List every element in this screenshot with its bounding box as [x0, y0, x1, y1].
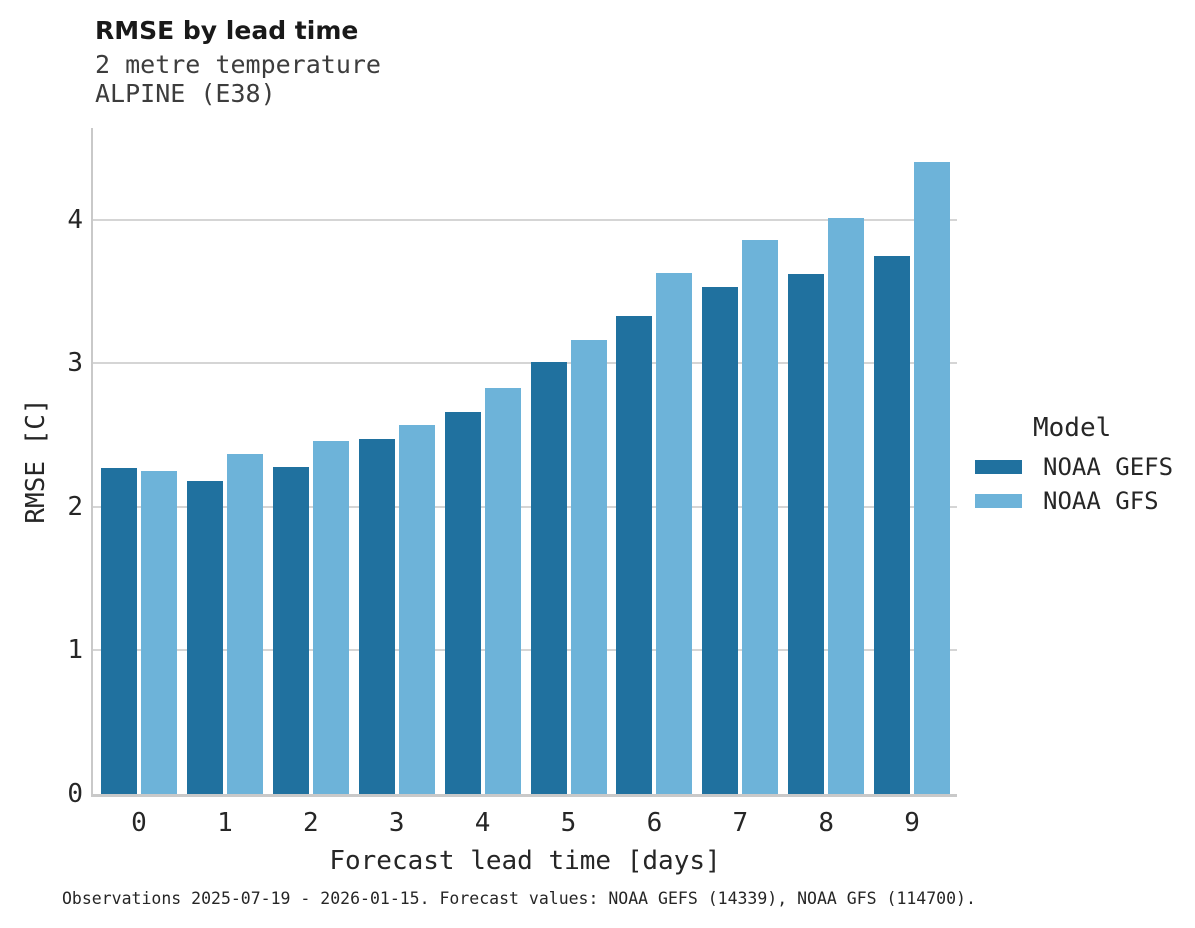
- bar-noaa-gefs-lead-0: [101, 468, 137, 794]
- x-axis-label: Forecast lead time [days]: [329, 846, 721, 876]
- bar-noaa-gfs-lead-3: [398, 425, 435, 794]
- x-tick-label-4: 4: [474, 808, 491, 838]
- bar-noaa-gefs-lead-3: [358, 439, 395, 794]
- bar-noaa-gfs-lead-1: [226, 453, 263, 794]
- bar-noaa-gfs-lead-8: [828, 218, 865, 794]
- bar-noaa-gefs-lead-9: [874, 255, 911, 794]
- x-tick-label-1: 1: [217, 808, 233, 838]
- chart-title: RMSE by lead time: [95, 16, 359, 45]
- y-axis-label: RMSE [C]: [21, 398, 51, 524]
- x-tick-label-9: 9: [904, 808, 920, 838]
- gridline-y3: [93, 362, 957, 365]
- bar-noaa-gefs-lead-5: [530, 361, 567, 794]
- bar-noaa-gefs-lead-2: [272, 466, 309, 794]
- gridline-y1: [93, 649, 957, 652]
- bar-noaa-gfs-lead-6: [656, 272, 693, 794]
- y-tick-label-0: 0: [67, 779, 83, 809]
- y-tick-label-1: 1: [67, 635, 83, 666]
- bar-noaa-gefs-lead-1: [186, 481, 223, 794]
- x-tick-label-5: 5: [560, 808, 577, 838]
- legend-swatch-noaa-gfs: [975, 494, 1022, 508]
- gridline-y4: [93, 218, 957, 221]
- legend-item-noaa-gefs: NOAA GEFS: [975, 450, 1190, 484]
- bar-noaa-gfs-lead-9: [914, 162, 951, 794]
- bar-noaa-gfs-lead-4: [484, 387, 521, 794]
- bar-noaa-gfs-lead-2: [312, 440, 349, 794]
- chart-subtitle-region: ALPINE (E38): [95, 79, 276, 108]
- bar-noaa-gefs-lead-7: [702, 287, 739, 794]
- y-tick-label-3: 3: [67, 348, 83, 379]
- legend: Model NOAA GEFS NOAA GFS: [975, 413, 1190, 518]
- bar-noaa-gfs-lead-0: [141, 471, 177, 794]
- caption: Observations 2025-07-19 - 2026-01-15. Fo…: [62, 889, 976, 908]
- legend-title: Model: [1033, 413, 1112, 443]
- y-tick-label-2: 2: [67, 491, 83, 522]
- gridline-y2: [93, 505, 957, 508]
- x-tick-label-3: 3: [388, 808, 405, 838]
- bar-noaa-gefs-lead-6: [616, 316, 653, 794]
- legend-swatch-noaa-gefs: [975, 460, 1022, 474]
- x-tick-label-2: 2: [302, 808, 319, 838]
- legend-item-noaa-gfs: NOAA GFS: [975, 484, 1190, 518]
- x-tick-label-0: 0: [131, 808, 147, 838]
- bar-noaa-gefs-lead-4: [444, 412, 481, 794]
- x-tick-label-6: 6: [646, 808, 663, 838]
- x-tick-label-7: 7: [732, 808, 749, 838]
- legend-label-noaa-gefs: NOAA GEFS: [1043, 452, 1174, 481]
- chart-subtitle-variable: 2 metre temperature: [95, 50, 381, 79]
- bar-noaa-gfs-lead-7: [742, 239, 779, 794]
- bar-noaa-gefs-lead-8: [788, 274, 825, 794]
- legend-label-noaa-gfs: NOAA GFS: [1043, 486, 1159, 515]
- plot-panel: [91, 128, 957, 797]
- x-tick-label-8: 8: [818, 808, 835, 838]
- y-tick-label-4: 4: [67, 204, 83, 235]
- bar-noaa-gfs-lead-5: [570, 340, 607, 794]
